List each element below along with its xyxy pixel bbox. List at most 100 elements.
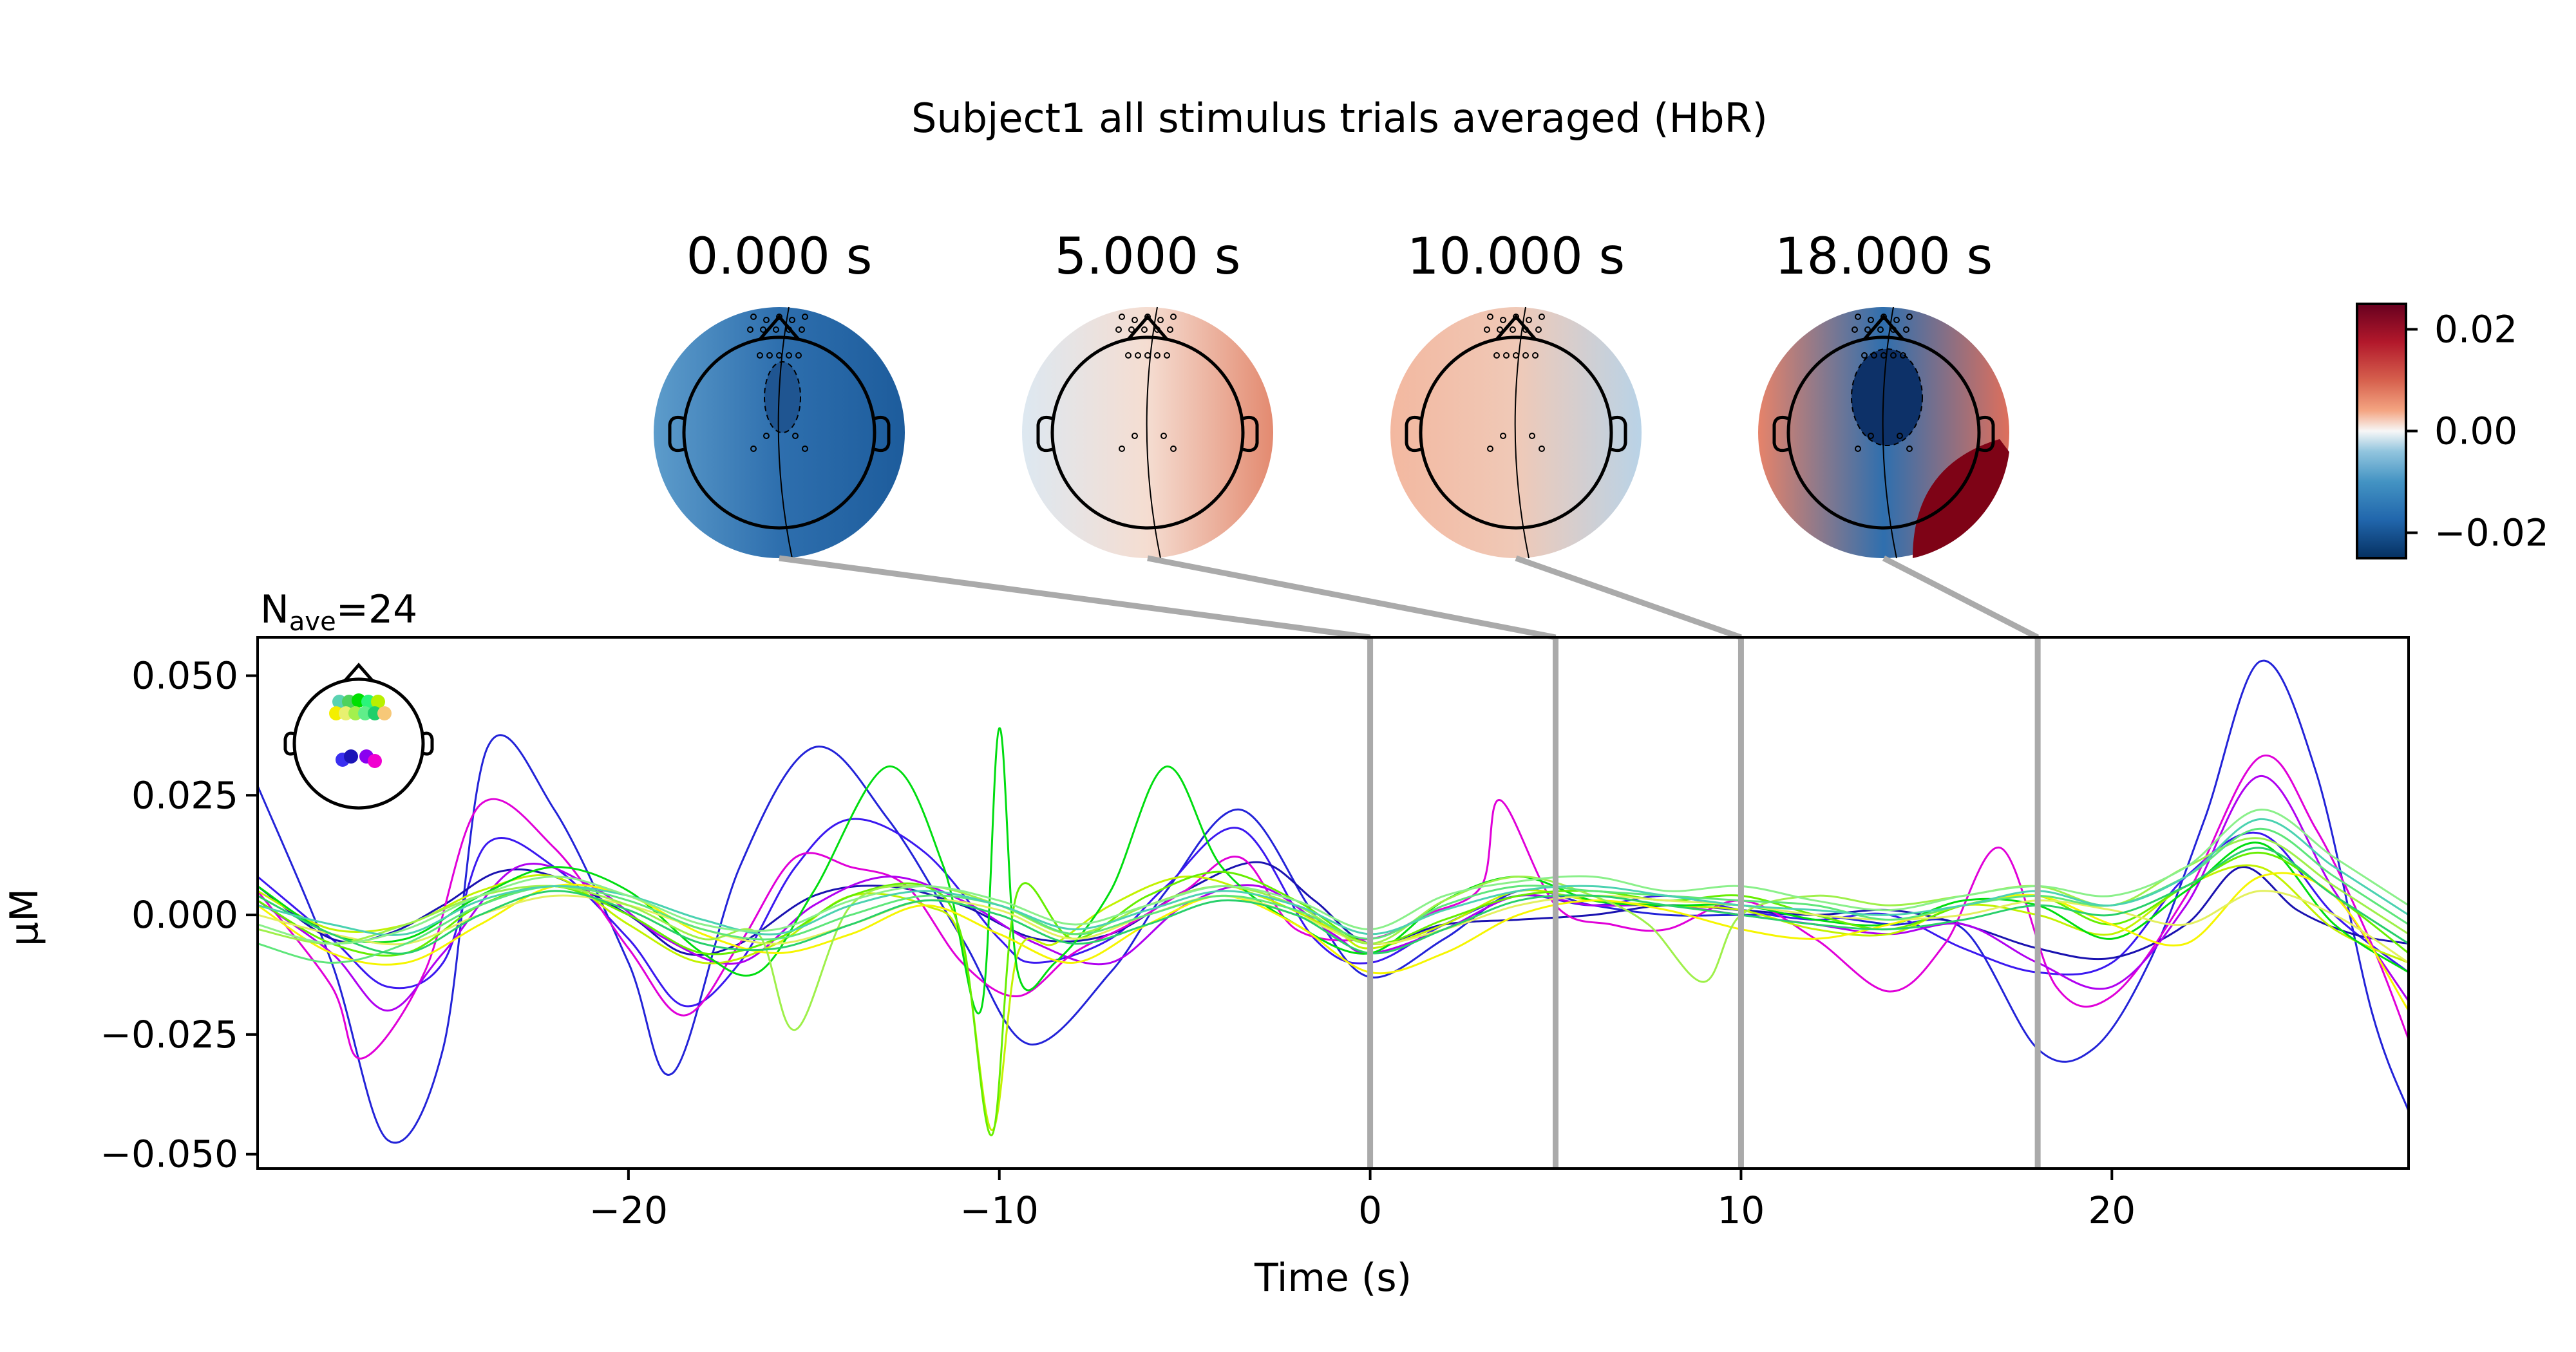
colorbar-gradient: [2356, 303, 2407, 559]
sensor-dot: [786, 352, 792, 359]
sensor-dot: [789, 317, 795, 323]
sensor-dot: [1855, 446, 1861, 452]
colorbar-ticks: 0.02 0.00 −0.02: [2406, 308, 2549, 555]
sensor-dot: [1157, 317, 1164, 323]
topomap-time-label: 5.000 s: [1055, 228, 1241, 286]
sensor-dot: [1906, 314, 1913, 320]
topomap-time-label: 18.000 s: [1775, 228, 1993, 286]
sensor-dot: [1529, 433, 1535, 439]
time-connectors: [779, 555, 2040, 641]
sensor-dot: [1539, 446, 1545, 452]
topomap-disk: [1390, 307, 1642, 558]
sensor-dot: [750, 446, 757, 452]
sensor-dot: [776, 314, 782, 320]
sensor-dot: [1861, 352, 1868, 359]
head-ear-right: [1611, 415, 1627, 453]
y-tick-label: −0.050: [100, 1132, 238, 1176]
sensor-dot: [1906, 446, 1913, 452]
inset-sensor-dot: [371, 695, 385, 709]
sensor-dot: [1871, 352, 1877, 359]
nave-label-rest: =24: [336, 587, 418, 632]
sensor-dot: [1535, 326, 1542, 333]
sensor-dot: [1170, 446, 1177, 452]
topomap-contour: [1146, 306, 1161, 559]
sensor-dot: [1513, 352, 1519, 359]
head-outline: [682, 335, 876, 530]
sensor-dot: [1877, 326, 1884, 333]
head-ear-left: [668, 415, 685, 453]
sensor-dot: [792, 433, 799, 439]
sensor-dot: [766, 352, 773, 359]
inset-ear-left: [283, 731, 295, 756]
series-line-4: [258, 755, 2409, 1060]
sensor-dot: [1890, 352, 1897, 359]
sensor-dot: [1855, 314, 1861, 320]
topomap-3: 10.000 s: [1390, 228, 1642, 559]
sensor-dot: [786, 326, 792, 333]
sensor-dot: [1115, 326, 1122, 333]
sensor-dot: [757, 352, 763, 359]
sensor-dot: [1497, 326, 1503, 333]
topomap-1: 0.000 s: [654, 228, 905, 559]
sensor-dot: [1119, 446, 1125, 452]
sensor-dot: [799, 326, 805, 333]
time-connector: [1882, 555, 2040, 641]
head-outline: [1786, 335, 1981, 530]
sensor-dot: [1880, 314, 1887, 320]
time-connector: [779, 555, 1371, 641]
topomap-2: 5.000 s: [1022, 228, 1273, 559]
sensor-dot: [1903, 326, 1909, 333]
sensor-dot: [1513, 314, 1519, 320]
sensor-dot: [1897, 433, 1903, 439]
nave-label: Nave=24: [260, 587, 417, 637]
series-line-3: [258, 861, 2409, 961]
sensor-dot: [1144, 314, 1151, 320]
nave-label-sub: ave: [289, 607, 336, 637]
sensor-dot: [1164, 352, 1170, 359]
x-axis-label: Time (s): [1254, 1255, 1412, 1300]
sensor-dot: [773, 326, 779, 333]
topomap-row: 0.000 s 5.000 s 10.000 s 18.000 s: [654, 228, 2009, 559]
topomap-blob: [764, 361, 801, 433]
nave-label-main: N: [260, 587, 289, 632]
sensor-dot: [1868, 433, 1874, 439]
sensor-dot: [1864, 326, 1871, 333]
head-ear-right: [1978, 415, 1995, 453]
inset-nose: [343, 662, 374, 682]
chart-title: Subject1 all stimulus trials averaged (H…: [911, 95, 1768, 142]
sensor-inset: [283, 662, 434, 810]
y-tick-label: −0.025: [100, 1013, 238, 1056]
topomap-contour: [777, 306, 793, 559]
head-nose: [1863, 314, 1904, 341]
sensor-dot: [1154, 352, 1160, 359]
head-ear-left: [1405, 415, 1421, 453]
sensor-dot: [1154, 326, 1160, 333]
sensor-dot: [1493, 352, 1500, 359]
x-tick-label: 20: [2088, 1188, 2136, 1232]
sensor-dot: [763, 317, 770, 323]
sensor-dot: [1132, 317, 1138, 323]
sensor-dot: [1522, 326, 1529, 333]
sensor-dot: [1141, 326, 1148, 333]
series-lines: [258, 659, 2409, 1144]
x-tick-label: −10: [960, 1188, 1039, 1232]
y-tick-label: 0.025: [131, 773, 238, 817]
inset-ear-right: [422, 731, 434, 756]
sensor-dot: [1144, 352, 1151, 359]
sensor-dot: [1900, 352, 1906, 359]
sensor-dot: [1132, 433, 1138, 439]
head-ear-left: [1772, 415, 1789, 453]
sensor-dot: [776, 352, 782, 359]
series-line-15: [258, 809, 2409, 945]
series-line-1: [258, 659, 2409, 1144]
time-markers: [1367, 637, 2041, 1169]
sensor-dot: [1119, 314, 1125, 320]
sensor-dot: [1526, 317, 1532, 323]
x-tick-label: 10: [1718, 1188, 1765, 1232]
head-nose: [759, 314, 800, 341]
sensor-dot: [747, 326, 753, 333]
colorbar-tick-label: 0.00: [2434, 409, 2517, 453]
topomap-contour: [1882, 306, 1897, 559]
inset-sensor-dot: [377, 706, 392, 720]
